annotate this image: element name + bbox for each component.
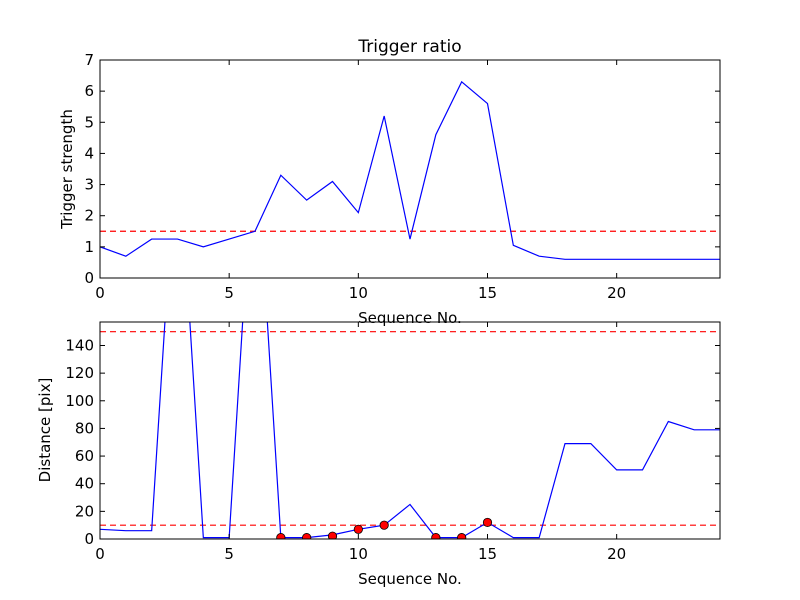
plot-frame (99, 321, 721, 540)
data-point (379, 520, 389, 530)
y-tick-label: 5 (84, 113, 94, 131)
data-point (353, 524, 363, 534)
x-tick-label: 20 (607, 545, 626, 563)
y-tick-label: 2 (84, 207, 94, 225)
y-tick-label: 80 (75, 419, 94, 437)
data-point (431, 533, 441, 539)
distance-plot: Sequence No. Distance [pix] 0 5 10 15 20 0 20 4… (36, 321, 721, 588)
x-tick-label: 0 (95, 545, 105, 563)
x-axis-label: Sequence No. (358, 570, 462, 588)
data-point (482, 517, 493, 528)
y-tick-label: 20 (75, 502, 94, 520)
x-axis-label: Sequence No. (358, 309, 462, 327)
y-axis-label: Trigger strength (58, 109, 76, 230)
x-tick-label: 15 (478, 545, 497, 563)
y-tick-label: 7 (84, 51, 94, 69)
y-tick-label: 1 (84, 238, 94, 256)
x-tick-label: 10 (349, 545, 368, 563)
y-tick-label: 3 (84, 176, 94, 194)
x-tick-label: 0 (95, 284, 105, 302)
x-tick-label: 15 (478, 284, 497, 302)
x-tick-label: 5 (224, 545, 234, 563)
y-tick-label: 6 (84, 82, 94, 100)
series-line (100, 80, 720, 260)
data-point (457, 533, 467, 539)
y-tick-label: 60 (75, 447, 94, 465)
y-axis-label: Distance [pix] (36, 378, 54, 483)
y-tick-label: 0 (84, 530, 94, 548)
trigger-ratio-plot: Trigger ratio Sequence No. Trigger stren… (58, 37, 721, 327)
plot-frame (99, 59, 721, 279)
y-tick-label: 120 (65, 364, 94, 382)
x-tick-label: 10 (349, 284, 368, 302)
chart-title: Trigger ratio (357, 37, 461, 57)
y-tick-label: 4 (84, 144, 94, 162)
data-point (276, 533, 286, 539)
x-tick-label: 20 (607, 284, 626, 302)
x-tick-label: 5 (224, 284, 234, 302)
y-tick-label: 0 (84, 269, 94, 287)
series-line (100, 322, 720, 539)
y-tick-label: 100 (65, 392, 94, 410)
data-point (327, 531, 338, 539)
data-point (302, 533, 312, 539)
y-tick-label: 140 (65, 336, 94, 354)
y-tick-label: 40 (75, 475, 94, 493)
